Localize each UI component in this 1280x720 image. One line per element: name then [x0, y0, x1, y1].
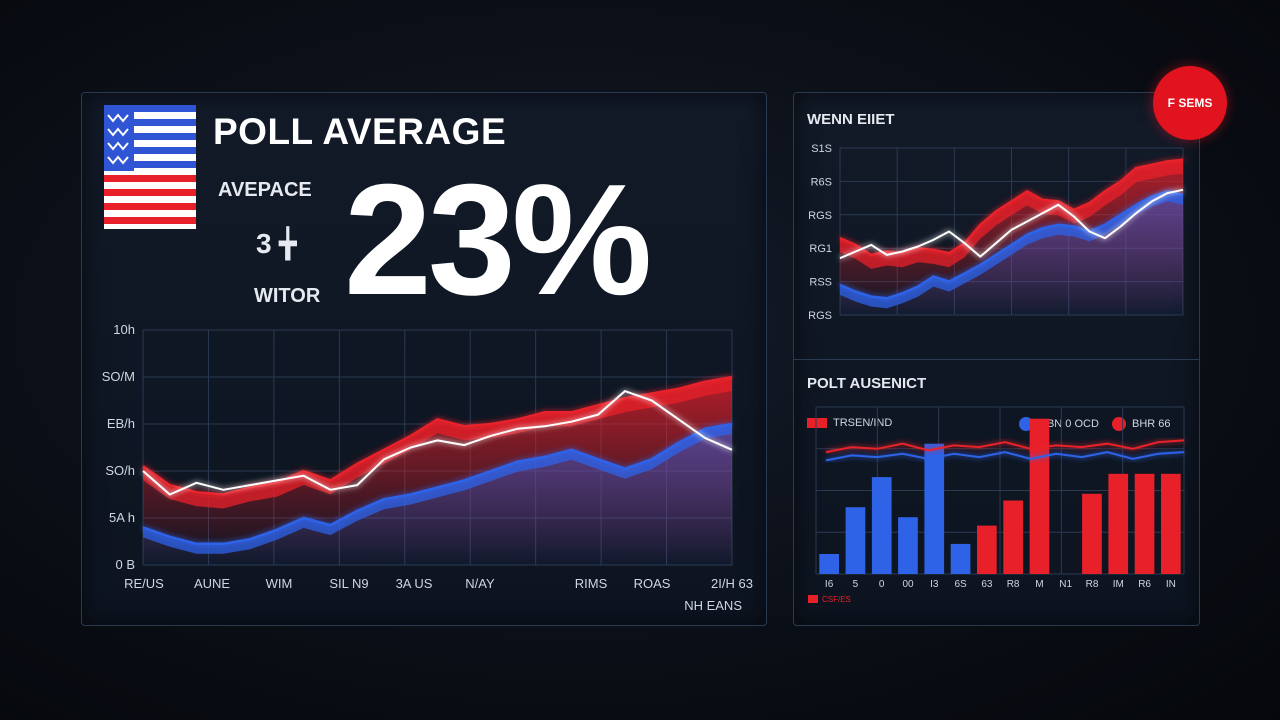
bar — [1082, 493, 1102, 574]
y-tick-label: RG1 — [809, 243, 832, 255]
blue-series-band — [840, 191, 1183, 309]
bar — [871, 477, 892, 574]
y-tick-label: EB/h — [107, 416, 135, 431]
legend-label: BHR 66 — [1132, 418, 1171, 430]
bar — [898, 517, 918, 574]
blue-series-band — [143, 424, 732, 554]
x-tick-label: 5 — [853, 579, 859, 590]
main-line-chart: 0 B 5A h SO/h EB/h SO/M 10h RE/US AUNE WIM SIL N9… — [102, 322, 753, 613]
y-tick-label: RGS — [808, 210, 832, 222]
bottom-chart-title: POLT AUSENICT — [807, 375, 927, 392]
x-tick-label: WIM — [266, 576, 293, 591]
red-series-band — [840, 159, 1183, 269]
side-panel: WENN EIIET RGS RSS RG1 RGS R6S S1S TRSEN/IND … — [793, 92, 1200, 626]
y-tick-label: RGS — [808, 310, 832, 322]
y-tick-label: SO/M — [102, 369, 135, 384]
count-label: 3 ╈ — [256, 228, 297, 259]
top-line-chart: RGS RSS RG1 RGS R6S S1S — [808, 143, 1184, 322]
x-tick-label: N/AY — [465, 576, 495, 591]
x-axis-footer: NH EANS — [684, 598, 742, 613]
bar — [950, 543, 971, 574]
page-title: POLL AVERAGE — [213, 111, 507, 152]
legend-label: RBN 0 OCD — [1039, 418, 1099, 430]
x-tick-label: 3A US — [396, 576, 433, 591]
bar — [1161, 473, 1181, 574]
x-tick-label: 00 — [902, 579, 914, 590]
x-tick-label: N1 — [1059, 579, 1072, 590]
x-tick-label: RIMS — [575, 576, 608, 591]
x-tick-label: IM — [1113, 579, 1124, 590]
y-tick-label: RSS — [809, 277, 832, 289]
y-tick-label: R6S — [811, 176, 832, 188]
x-tick-label: SIL N9 — [329, 576, 368, 591]
white-series-line — [839, 188, 1184, 260]
y-tick-label: 10h — [113, 322, 135, 337]
live-badge[interactable]: F SEMS — [1153, 66, 1227, 140]
y-tick-label: S1S — [811, 143, 832, 155]
bar — [845, 507, 866, 574]
y-tick-label: 5A h — [109, 510, 135, 525]
witor-label: WITOR — [254, 285, 321, 307]
x-tick-label: 6S — [954, 579, 967, 590]
x-tick-label: I6 — [825, 579, 834, 590]
x-tick-label: R8 — [1007, 579, 1020, 590]
blue-overlay-line — [825, 451, 1185, 462]
top-chart-title: WENN EIIET — [807, 111, 895, 128]
x-tick-label: 0 — [879, 579, 885, 590]
panel-divider — [794, 359, 1199, 360]
red-series-line — [142, 375, 733, 496]
bar — [1108, 473, 1129, 574]
poll-average-value: 23% — [344, 152, 652, 328]
bar — [924, 443, 945, 574]
x-tick-label: AUNE — [194, 576, 230, 591]
y-tick-label: SO/h — [105, 463, 135, 478]
x-tick-label: M — [1035, 579, 1043, 590]
bar — [977, 525, 997, 574]
x-tick-label: 63 — [981, 579, 993, 590]
us-flag-icon — [104, 105, 196, 229]
x-tick-label: 2I/H 63 — [711, 576, 753, 591]
bar — [1134, 473, 1155, 574]
white-series-line — [142, 390, 733, 496]
red-overlay-line — [825, 439, 1185, 454]
x-tick-label: ROAS — [634, 576, 671, 591]
x-tick-label: R6 — [1138, 579, 1151, 590]
y-tick-label: 0 B — [115, 557, 135, 572]
legend-label: CSF/ES — [822, 595, 851, 604]
x-tick-label: R8 — [1086, 579, 1099, 590]
main-poll-panel: POLL AVERAGE AVEPACE 3 ╈ WITOR 23% 0 B 5A… — [81, 92, 767, 626]
x-tick-label: RE/US — [124, 576, 164, 591]
legend-swatch — [1019, 417, 1033, 431]
bar — [1003, 500, 1023, 574]
legend-item-2: RBN 0 OCD — [1019, 417, 1099, 431]
bar — [819, 554, 839, 574]
blue-series-line — [142, 422, 733, 546]
x-tick-label: I3 — [930, 579, 939, 590]
blue-series-line — [839, 190, 1184, 300]
x-tick-label: IN — [1166, 579, 1176, 590]
average-label: AVEPACE — [218, 179, 312, 201]
legend-swatch — [808, 595, 818, 603]
bar — [1029, 418, 1050, 574]
legend-swatch — [807, 418, 827, 428]
